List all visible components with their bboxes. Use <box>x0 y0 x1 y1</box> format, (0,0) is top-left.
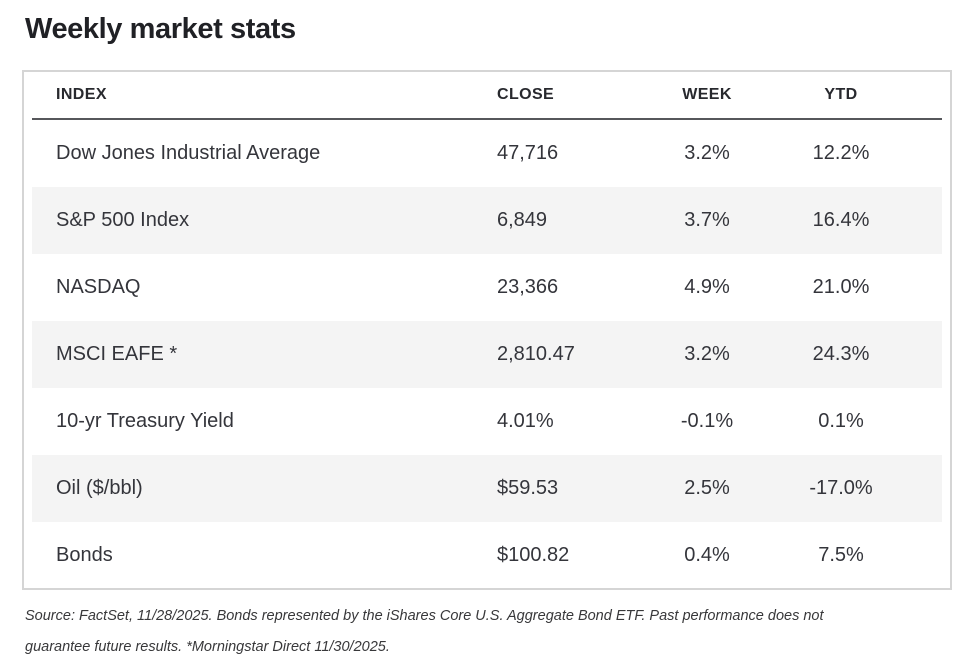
cell-ytd: 7.5% <box>818 544 864 566</box>
cell-close: 47,716 <box>497 142 559 164</box>
table-row: Dow Jones Industrial Average 47,716 3.2% 12… <box>32 120 942 187</box>
cell-index: NASDAQ <box>56 276 141 298</box>
source-footnote: Source: FactSet, 11/28/2025. Bonds repre… <box>25 601 955 663</box>
cell-week: -0.1% <box>680 410 734 432</box>
cell-week: 0.4% <box>684 544 730 566</box>
page-title: Weekly market stats <box>25 13 296 45</box>
table-row: NASDAQ 23,366 4.9% 21.0% <box>32 254 942 321</box>
weekly-market-stats-table: INDEX CLOSE WEEK YTD Dow Jones Industria… <box>22 70 952 590</box>
table-row: MSCI EAFE * 2,810.47 3.2% 24.3% <box>32 321 942 388</box>
cell-ytd: -17.0% <box>809 477 873 499</box>
cell-index: Oil ($/bbl) <box>56 477 143 499</box>
table-row: 10-yr Treasury Yield 4.01% -0.1% 0.1% <box>32 388 942 455</box>
cell-week: 3.7% <box>684 209 730 231</box>
cell-ytd: 12.2% <box>812 142 870 164</box>
cell-index: S&P 500 Index <box>56 209 190 231</box>
table-row: Oil ($/bbl) $59.53 2.5% -17.0% <box>32 455 942 522</box>
column-header-ytd: YTD <box>824 86 858 103</box>
cell-close: 23,366 <box>497 276 559 298</box>
header-divider <box>32 118 942 120</box>
cell-ytd: 0.1% <box>818 410 864 432</box>
cell-close: 6,849 <box>497 209 548 231</box>
cell-close: $59.53 <box>497 477 559 499</box>
table-body: Dow Jones Industrial Average 47,716 3.2% 12… <box>32 120 942 588</box>
cell-week: 4.9% <box>684 276 730 298</box>
cell-ytd: 24.3% <box>812 343 870 365</box>
column-header-close: CLOSE <box>497 86 555 103</box>
cell-week: 3.2% <box>684 142 730 164</box>
cell-index: 10-yr Treasury Yield <box>56 410 234 432</box>
cell-ytd: 16.4% <box>812 209 870 231</box>
cell-week: 3.2% <box>684 343 730 365</box>
cell-index: MSCI EAFE * <box>56 343 178 365</box>
column-header-index: INDEX <box>56 86 107 103</box>
cell-close: 2,810.47 <box>497 343 575 365</box>
table-row: Bonds $100.82 0.4% 7.5% <box>32 522 942 588</box>
cell-week: 2.5% <box>684 477 730 499</box>
table-row: S&P 500 Index 6,849 3.7% 16.4% <box>32 187 942 254</box>
cell-index: Dow Jones Industrial Average <box>56 142 321 164</box>
column-header-week: WEEK <box>682 86 732 103</box>
cell-close: $100.82 <box>497 544 570 566</box>
source-footnote-line2: guarantee future results. *Morningstar D… <box>25 639 390 655</box>
cell-close: 4.01% <box>497 410 554 432</box>
cell-ytd: 21.0% <box>812 276 870 298</box>
source-footnote-line1: Source: FactSet, 11/28/2025. Bonds repre… <box>25 608 824 624</box>
cell-index: Bonds <box>56 544 113 566</box>
table-header-row: INDEX CLOSE WEEK YTD <box>32 72 942 118</box>
